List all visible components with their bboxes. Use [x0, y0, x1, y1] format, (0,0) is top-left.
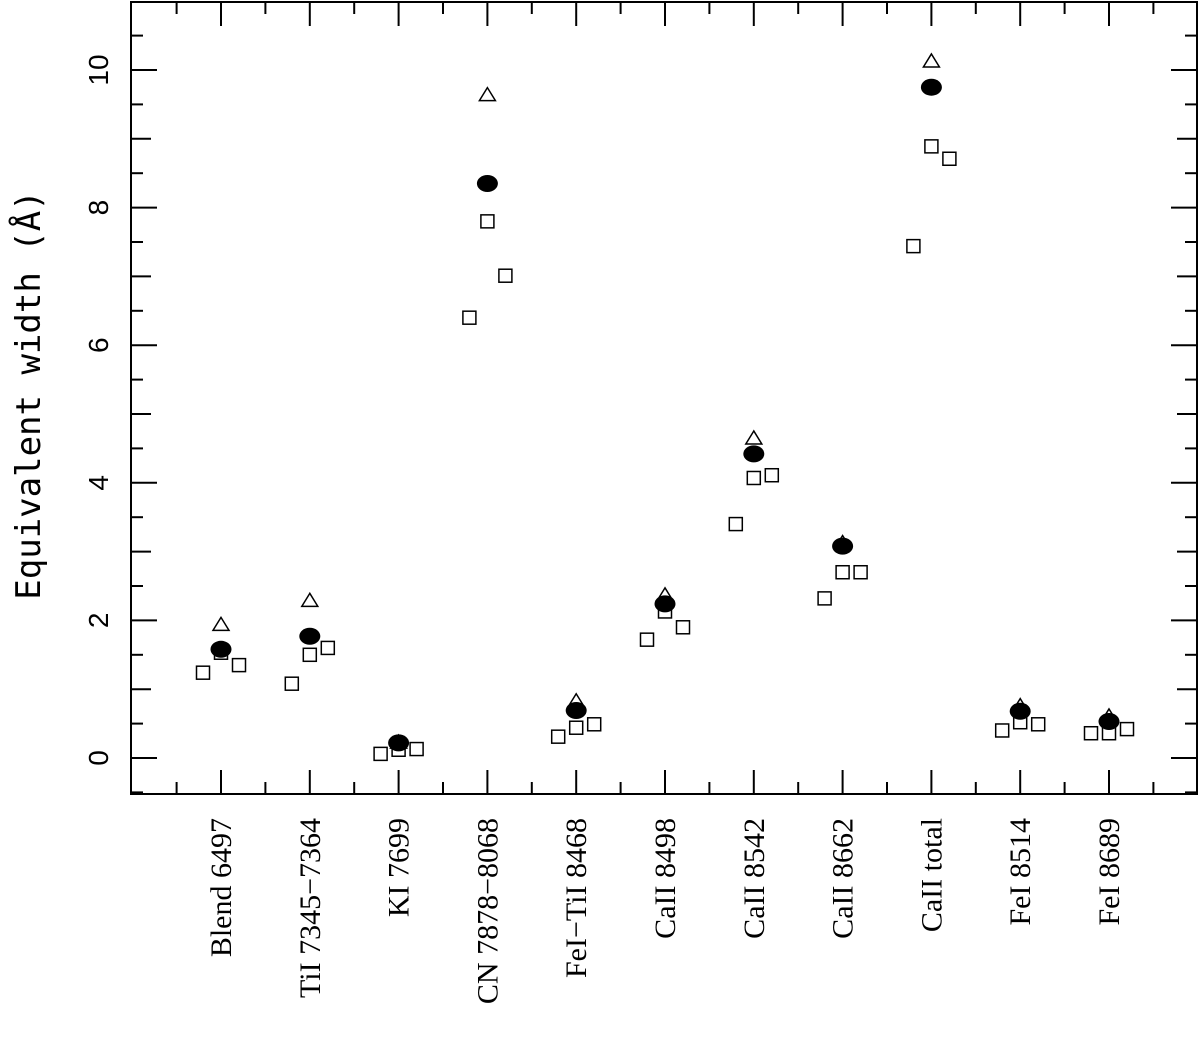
x-tick-label: FeI−TiI 8468	[560, 818, 593, 978]
circle-point	[565, 702, 587, 720]
y-tick-label: 2	[83, 613, 114, 629]
triangle-point	[744, 429, 764, 445]
circle-point	[920, 78, 942, 96]
circle-point	[832, 537, 854, 555]
circle-point	[299, 627, 321, 645]
circle-point	[743, 445, 765, 463]
y-tick-label: 0	[83, 750, 114, 766]
plot-frame	[130, 1, 1198, 795]
square-point	[373, 746, 388, 762]
y-tick-label: 8	[83, 200, 114, 216]
square-point	[302, 647, 318, 663]
square-point	[1119, 721, 1135, 737]
triangle-point	[211, 615, 231, 632]
circle-point	[388, 734, 410, 752]
x-tick-label: CN 7878−8068	[471, 818, 504, 1004]
square-point	[550, 729, 566, 744]
square-point	[728, 516, 744, 532]
square-point	[1083, 725, 1099, 741]
square-point	[284, 676, 300, 691]
square-point	[639, 632, 655, 647]
square-point	[586, 717, 602, 732]
square-point	[498, 268, 513, 283]
triangle-point	[478, 86, 497, 102]
x-tick-label: KI 7699	[383, 818, 416, 917]
y-tick-label: 10	[83, 54, 114, 85]
square-point	[462, 310, 477, 325]
circle-point	[654, 595, 676, 613]
triangle-point	[922, 52, 941, 68]
circle-point	[476, 175, 498, 193]
y-axis-ticks	[131, 34, 1197, 794]
square-point	[320, 640, 336, 656]
square-point	[409, 741, 424, 757]
square-point	[746, 470, 762, 486]
circle-point	[1009, 702, 1031, 720]
x-tick-label: CaII 8662	[827, 818, 860, 939]
square-point	[675, 620, 691, 635]
square-point	[994, 723, 1010, 738]
square-point	[480, 214, 495, 229]
square-point	[835, 564, 850, 580]
x-axis-tick-labels: Blend 6497 TiI 7345−7364 KI 7699 CN 7878−80…	[205, 818, 1126, 1004]
square-point	[942, 151, 957, 167]
x-tick-label: FeI 8689	[1093, 818, 1126, 926]
y-tick-label: 6	[83, 337, 114, 353]
y-tick-label: 4	[83, 475, 114, 491]
square-point	[195, 665, 211, 680]
x-tick-label: Blend 6497	[205, 818, 238, 957]
y-axis-label: Equivalent width (Å)	[8, 190, 49, 599]
x-tick-label: CaII total	[915, 818, 948, 932]
x-tick-label: FeI 8514	[1004, 818, 1037, 926]
square-point	[906, 238, 921, 254]
square-point	[1030, 717, 1046, 732]
y-axis-tick-labels: 0 2 4 6 8 10	[83, 54, 114, 765]
x-tick-label: CaII 8498	[649, 818, 682, 939]
x-tick-label: CaII 8542	[738, 818, 771, 939]
square-point	[568, 720, 584, 735]
data-points	[195, 52, 1135, 762]
square-point	[817, 591, 832, 606]
x-axis-ticks	[175, 2, 1155, 794]
x-tick-label: TiI 7345−7364	[294, 818, 327, 998]
circle-point	[210, 640, 232, 658]
square-point	[764, 467, 780, 483]
square-point	[924, 139, 939, 154]
triangle-point	[300, 591, 320, 608]
square-point	[853, 564, 868, 580]
circle-point	[1098, 713, 1120, 731]
square-point	[231, 657, 247, 673]
